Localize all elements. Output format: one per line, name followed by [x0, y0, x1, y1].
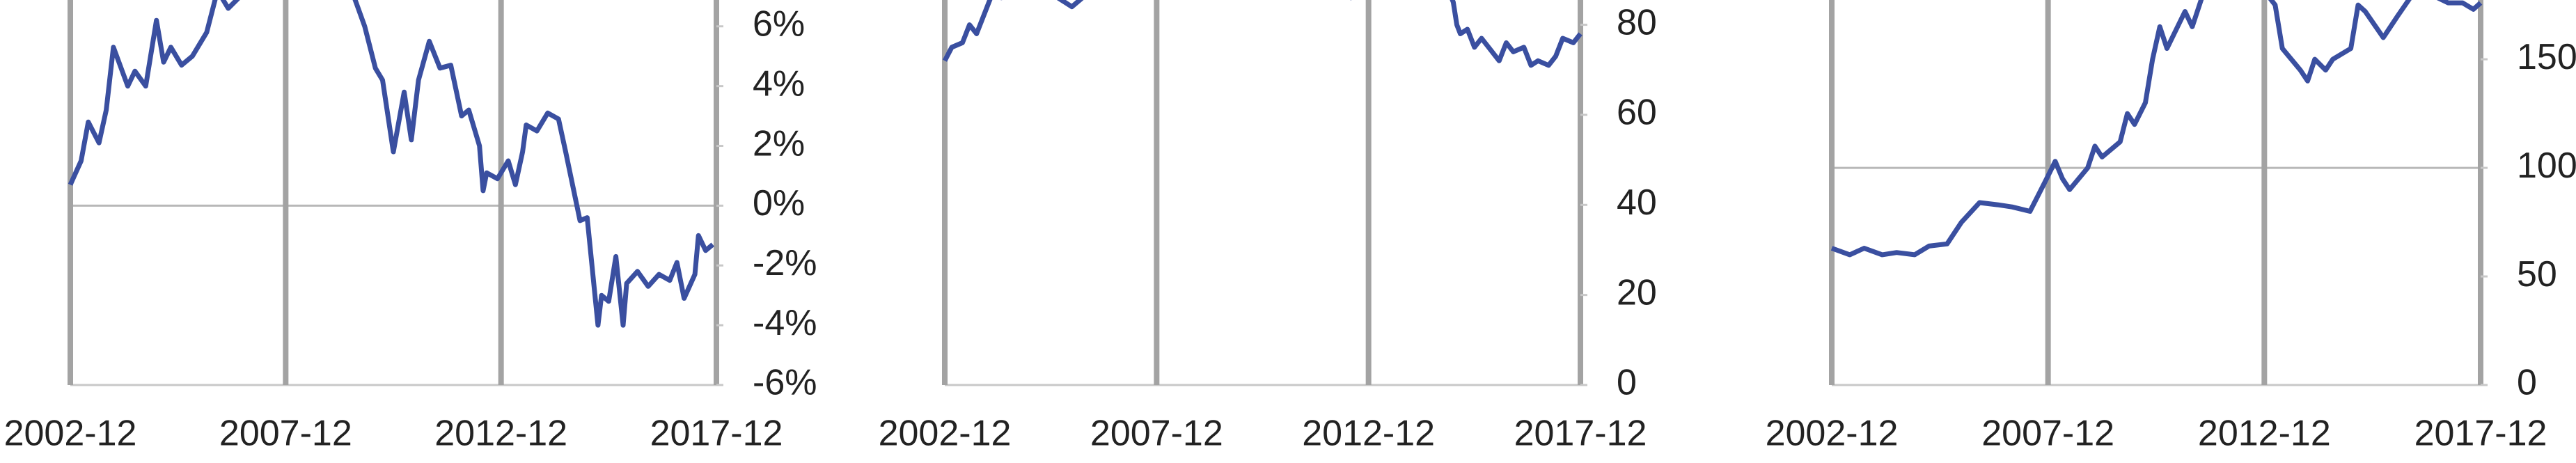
panel: 2002-12 2007-12 2012-12 2017-12 -6% -4% -2% 0% 2… [4, 0, 817, 454]
x-tick-label: 2012-12 [1302, 414, 1435, 454]
y-tick-label: 2% [753, 123, 805, 164]
data-line [942, 0, 1582, 68]
y-tick-label: -4% [753, 303, 817, 343]
y-tick-label: 80 [1617, 2, 1657, 42]
x-tick-label: 2007-12 [1090, 414, 1223, 454]
y-tick-label: 4% [753, 63, 805, 104]
y-tick-label: 40 [1617, 182, 1657, 223]
x-tick-label: 2002-12 [1766, 414, 1899, 454]
y-tick-label: 20 [1617, 272, 1657, 313]
x-tick-label: 2017-12 [1514, 414, 1647, 454]
y-tick-label: 0 [1617, 363, 1637, 403]
panel: 2002-12 2007-12 2012-12 2017-12 0 20 40 60 80 [879, 0, 1657, 454]
y-tick-label: 50 [2517, 254, 2557, 295]
x-tick-label: 2002-12 [4, 414, 137, 454]
y-tick-label: 6% [753, 4, 805, 45]
y-tick-label: 0% [753, 183, 805, 223]
x-tick-label: 2017-12 [2414, 414, 2547, 454]
data-line [1830, 0, 2483, 258]
x-tick-label: 2002-12 [879, 414, 1012, 454]
y-tick-label: 150 [2517, 37, 2576, 77]
x-tick-label: 2012-12 [2198, 414, 2331, 454]
x-tick-label: 2012-12 [434, 414, 567, 454]
panel: 2002-12 2007-12 2012-12 2017-12 0 50 100 150 [1766, 0, 2576, 454]
y-tick-label: -2% [753, 243, 817, 283]
y-tick-label: 0 [2517, 363, 2537, 403]
x-tick-label: 2007-12 [1981, 414, 2114, 454]
y-tick-label: 60 [1617, 93, 1657, 133]
x-tick-label: 2007-12 [219, 414, 352, 454]
y-tick-label: -6% [753, 363, 817, 403]
data-line [68, 0, 715, 328]
y-tick-label: 100 [2517, 146, 2576, 186]
x-tick-label: 2017-12 [650, 414, 783, 454]
